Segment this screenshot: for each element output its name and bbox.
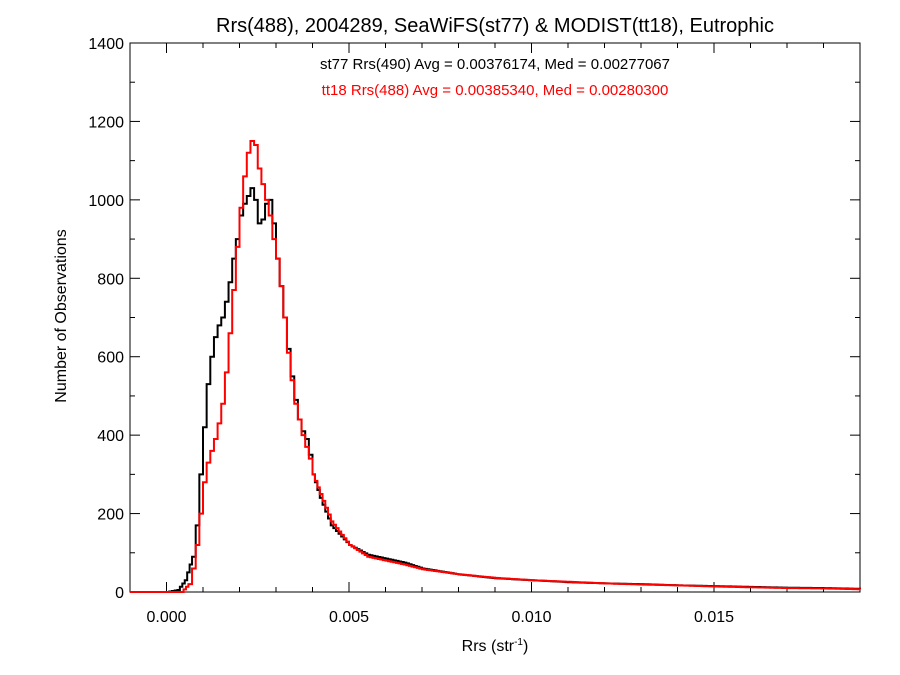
y-tick-label: 400 — [97, 428, 124, 445]
x-axis-label-close: ) — [523, 638, 528, 655]
x-tick-label: 0.015 — [694, 609, 734, 626]
x-axis-label-exponent: -1 — [514, 637, 523, 648]
x-tick-label: 0.010 — [511, 609, 551, 626]
x-axis-label-main: Rrs (str — [462, 638, 515, 655]
series-layer — [130, 140, 861, 593]
y-tick-label: 600 — [97, 350, 124, 367]
annotation-st77: st77 Rrs(490) Avg = 0.00376174, Med = 0.… — [320, 56, 670, 73]
y-axis-label: Number of Observations — [53, 229, 70, 402]
series-line-1 — [130, 187, 861, 593]
x-tick-label: 0.000 — [146, 609, 186, 626]
plot-frame — [129, 42, 861, 593]
x-tick-label: 0.005 — [329, 609, 369, 626]
series-line-2 — [130, 140, 861, 593]
x-axis-label: Rrs (str-1) — [462, 637, 529, 655]
plot-area — [129, 42, 861, 593]
x-axis: 0.000 0.005 0.010 0.015 — [146, 43, 824, 626]
y-tick-label: 800 — [97, 271, 124, 288]
y-tick-label: 1400 — [88, 36, 124, 53]
chart-title: Rrs(488), 2004289, SeaWiFS(st77) & MODIS… — [216, 15, 774, 37]
y-axis: 0 200 400 600 800 1000 1200 1400 — [88, 36, 860, 602]
annotation-tt18: tt18 Rrs(488) Avg = 0.00385340, Med = 0.… — [322, 82, 669, 99]
y-tick-label: 1000 — [88, 193, 124, 210]
y-tick-label: 0 — [115, 585, 124, 602]
y-tick-label: 200 — [97, 507, 124, 524]
y-tick-label: 1200 — [88, 114, 124, 131]
